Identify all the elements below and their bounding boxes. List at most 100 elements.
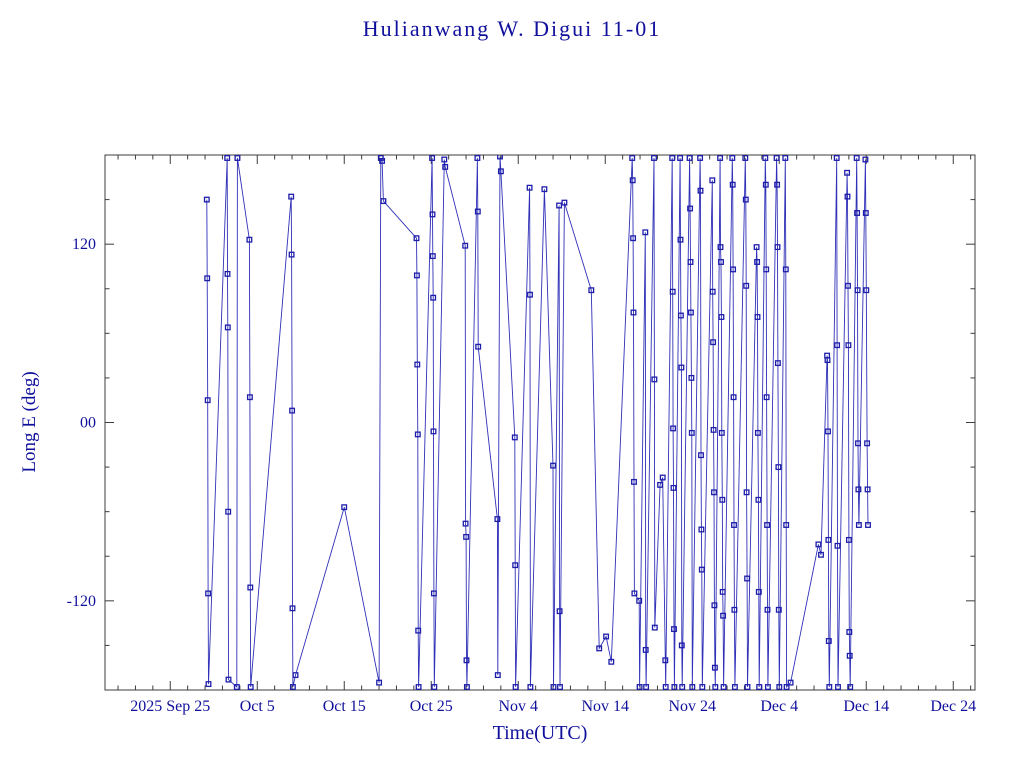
data-point-marker <box>773 155 780 161</box>
data-point-marker <box>764 522 771 528</box>
data-point-marker <box>730 394 737 401</box>
data-point-marker <box>642 646 649 653</box>
data-point-marker <box>441 156 448 163</box>
data-point-marker <box>631 478 637 485</box>
data-point-marker <box>608 658 615 665</box>
data-point-marker <box>755 588 762 595</box>
data-point-marker <box>204 397 211 404</box>
data-point-marker <box>720 684 727 690</box>
data-point-marker <box>671 684 678 690</box>
data-point-marker <box>224 155 231 161</box>
data-point-marker <box>754 314 761 320</box>
data-point-marker <box>742 196 749 203</box>
data-point-marker <box>677 312 684 319</box>
data-point-marker <box>782 155 789 161</box>
data-point-marker <box>415 684 422 690</box>
data-point-marker <box>671 626 677 633</box>
data-point-marker <box>642 229 649 236</box>
data-point-marker <box>596 645 603 652</box>
y-tick-label: 120 <box>72 236 96 253</box>
x-tick-label: 2025 Sep 25 <box>130 698 210 715</box>
data-point-marker <box>826 684 833 690</box>
data-point-marker <box>834 342 841 349</box>
data-point-marker <box>825 428 831 435</box>
data-point-marker <box>687 205 694 212</box>
data-point-marker <box>662 657 669 664</box>
data-point-marker <box>775 606 782 613</box>
data-point-marker <box>413 235 420 242</box>
data-point-marker <box>246 394 253 401</box>
data-point-marker <box>717 155 724 161</box>
data-point-marker <box>494 516 501 523</box>
data-point-marker <box>678 364 685 371</box>
y-tick-label: -120 <box>67 593 96 610</box>
data-point-marker <box>463 657 470 664</box>
data-point-marker <box>556 202 563 209</box>
x-tick-label: Nov 14 <box>581 698 629 715</box>
data-point-marker <box>764 684 771 690</box>
y-tick-label: 00 <box>80 415 96 432</box>
data-point-marker <box>550 462 557 469</box>
data-point-marker <box>834 542 841 549</box>
data-point-marker <box>224 270 231 277</box>
data-point-marker <box>629 155 636 161</box>
data-point-marker <box>783 684 790 690</box>
data-point-marker <box>686 155 693 161</box>
data-point-marker <box>762 155 769 161</box>
data-point-marker <box>430 590 437 597</box>
data-point-marker <box>855 522 862 528</box>
data-point-marker <box>659 474 666 481</box>
data-point-marker <box>289 407 296 414</box>
data-point-marker <box>855 486 862 493</box>
data-point-marker <box>234 155 241 161</box>
data-point-marker <box>754 429 761 436</box>
data-point-marker <box>657 481 664 488</box>
data-point-marker <box>630 309 637 316</box>
data-point-marker <box>774 244 781 251</box>
data-point-marker <box>744 575 751 582</box>
longitude-track-line <box>206 156 869 689</box>
data-point-marker <box>292 672 299 679</box>
data-point-marker <box>463 533 470 540</box>
data-point-marker <box>462 520 469 527</box>
data-point-marker <box>414 361 421 368</box>
data-point-marker <box>463 684 470 690</box>
data-point-marker <box>688 374 695 381</box>
data-point-marker <box>743 489 750 496</box>
data-point-marker <box>697 155 704 161</box>
data-point-marker <box>845 536 852 543</box>
data-point-marker <box>494 672 501 679</box>
data-point-marker <box>729 181 736 188</box>
data-point-marker <box>697 187 704 194</box>
x-axis-label: Time(UTC) <box>492 722 588 744</box>
data-point-marker <box>511 434 518 441</box>
y-axis-label: Long E (deg) <box>19 371 40 473</box>
data-point-marker <box>603 633 610 640</box>
x-tick-label: Dec 24 <box>930 698 976 715</box>
data-point-marker <box>698 452 704 459</box>
x-tick-label: Oct 25 <box>410 698 453 715</box>
data-point-marker <box>526 184 533 191</box>
data-point-marker <box>710 426 717 433</box>
data-point-marker <box>588 287 595 294</box>
data-point-marker <box>677 155 684 161</box>
data-point-marker <box>729 155 736 161</box>
data-point-marker <box>247 584 254 591</box>
data-point-marker <box>341 504 348 511</box>
data-point-marker <box>776 684 783 690</box>
data-point-marker <box>711 664 718 671</box>
data-point-marker <box>651 155 657 161</box>
data-point-marker <box>288 251 295 258</box>
data-point-marker <box>763 266 770 273</box>
data-point-marker <box>630 235 637 242</box>
data-point-marker <box>550 684 557 690</box>
x-tick-label: Dec 4 <box>760 698 798 715</box>
data-point-marker <box>844 193 851 200</box>
data-point-marker <box>782 266 789 273</box>
data-point-marker <box>731 684 738 690</box>
data-point-marker <box>670 425 677 432</box>
data-point-marker <box>670 484 677 491</box>
data-point-marker <box>855 440 861 447</box>
